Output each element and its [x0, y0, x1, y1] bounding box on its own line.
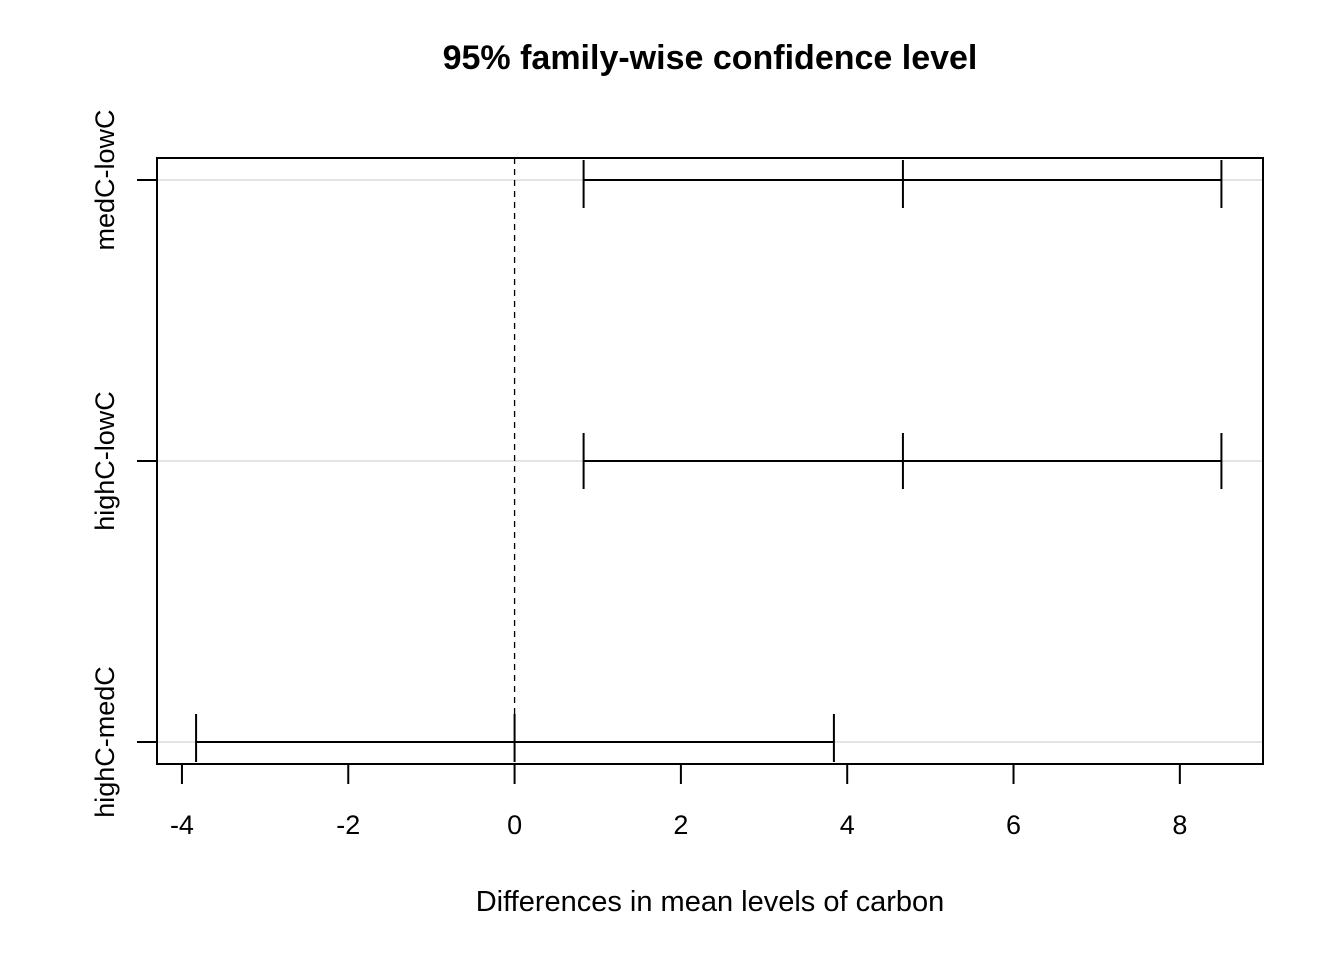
x-tick-label: 2: [673, 810, 688, 840]
y-axis: medC-lowC highC-lowC highC-medC: [90, 109, 157, 818]
x-axis: -4 -2 0 2 4 6 8: [170, 764, 1187, 840]
x-tick-label: 4: [840, 810, 855, 840]
x-tick-label: 0: [507, 810, 522, 840]
y-tick-label-medC-lowC: medC-lowC: [90, 109, 120, 250]
y-tick-label-highC-medC: highC-medC: [90, 666, 120, 818]
x-axis-title: Differences in mean levels of carbon: [476, 886, 945, 918]
x-tick-label: -2: [336, 810, 360, 840]
chart-title: 95% family-wise confidence level: [443, 39, 978, 77]
x-tick-label: -4: [170, 810, 194, 840]
x-tick-label: 8: [1172, 810, 1187, 840]
interval-highC-medC: [195, 714, 835, 762]
y-tick-label-highC-lowC: highC-lowC: [90, 391, 120, 531]
interval-medC-lowC: [582, 160, 1223, 208]
x-tick-label: 6: [1006, 810, 1021, 840]
interval-bars: [195, 160, 1223, 762]
interval-highC-lowC: [582, 433, 1223, 489]
